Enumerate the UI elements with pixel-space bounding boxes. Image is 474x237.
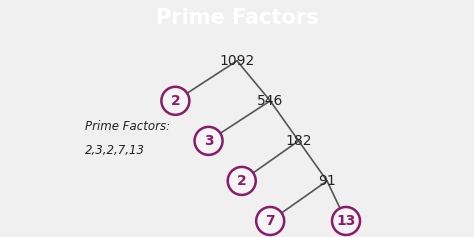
Ellipse shape — [194, 127, 223, 155]
Text: 2: 2 — [237, 174, 246, 188]
Text: 13: 13 — [337, 214, 356, 228]
Ellipse shape — [228, 167, 256, 195]
Text: 546: 546 — [257, 94, 283, 108]
Text: 7: 7 — [265, 214, 275, 228]
Text: 2,3,2,7,13: 2,3,2,7,13 — [85, 144, 146, 157]
Text: 91: 91 — [318, 174, 336, 188]
Text: 1092: 1092 — [219, 54, 255, 68]
Ellipse shape — [161, 87, 190, 115]
Text: 2: 2 — [171, 94, 180, 108]
Text: Prime Factors:: Prime Factors: — [85, 120, 171, 133]
Text: 3: 3 — [204, 134, 213, 148]
Ellipse shape — [332, 207, 360, 235]
Text: 182: 182 — [285, 134, 312, 148]
Ellipse shape — [256, 207, 284, 235]
Text: Prime Factors: Prime Factors — [155, 8, 319, 28]
